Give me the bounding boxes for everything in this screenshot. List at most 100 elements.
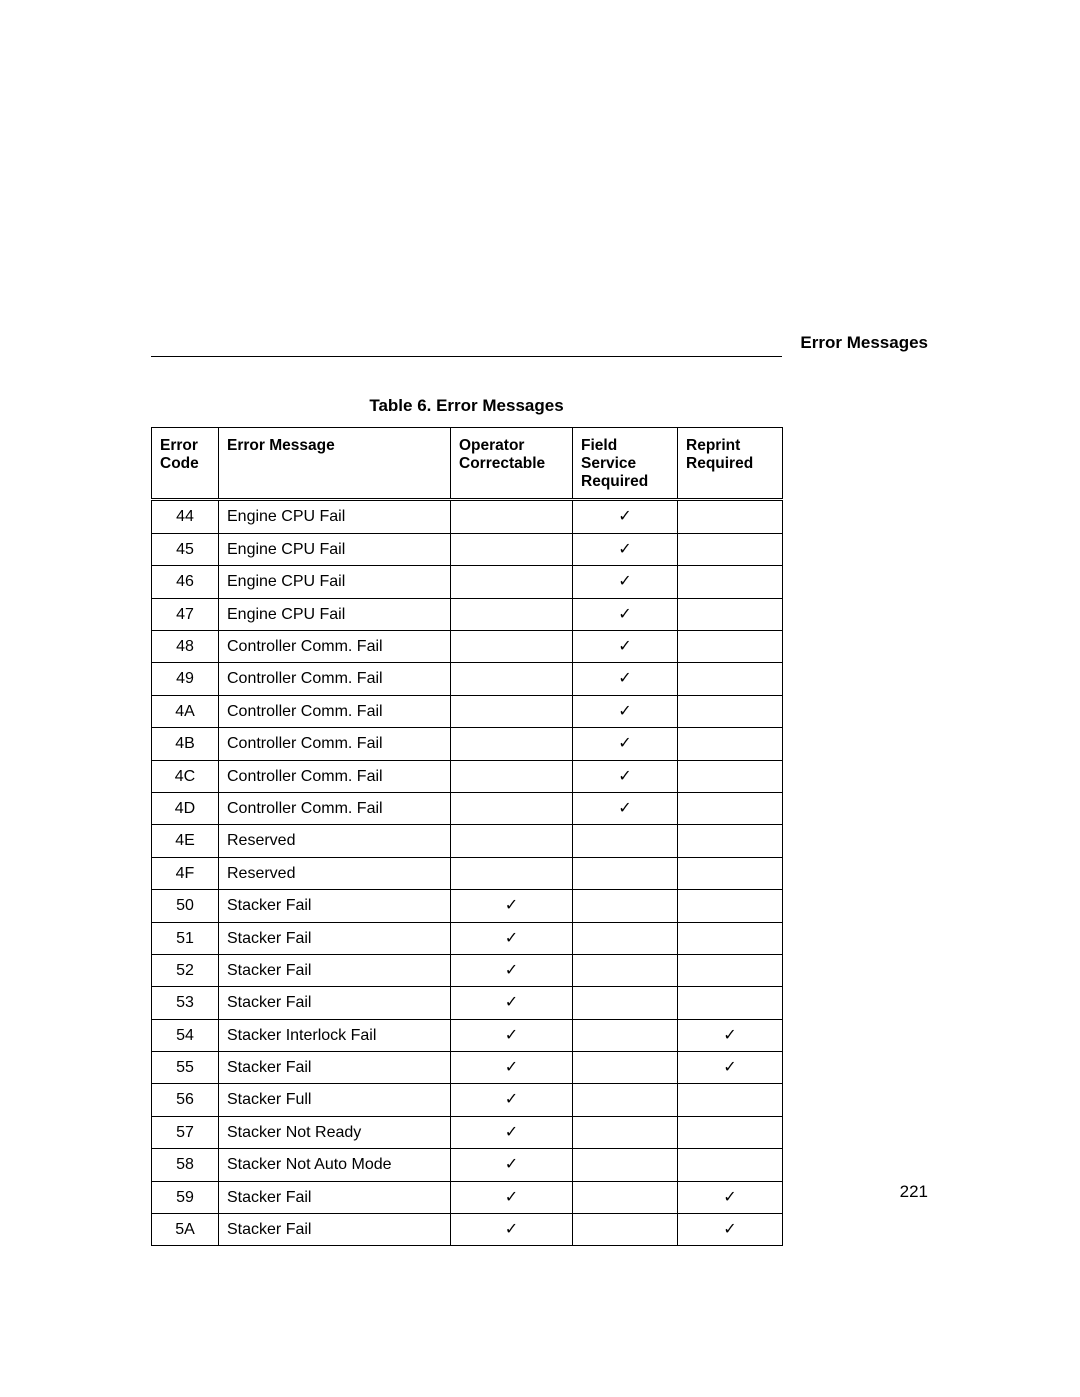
cell-error-code: 46 (152, 566, 219, 598)
error-messages-table-wrap: ErrorCode Error Message OperatorCorrectabl… (151, 427, 782, 1246)
cell-rr (678, 728, 783, 760)
cell-error-message: Reserved (219, 857, 451, 889)
cell-op: ✓ (451, 1019, 573, 1051)
cell-op: ✓ (451, 1116, 573, 1148)
cell-error-message: Stacker Not Auto Mode (219, 1149, 451, 1181)
column-header-text: Required (581, 473, 648, 490)
cell-op: ✓ (451, 987, 573, 1019)
cell-fsr: ✓ (573, 728, 678, 760)
table-row: 55Stacker Fail✓✓ (152, 1052, 783, 1084)
cell-error-code: 5A (152, 1214, 219, 1246)
cell-fsr (573, 954, 678, 986)
cell-fsr: ✓ (573, 533, 678, 565)
cell-op (451, 825, 573, 857)
cell-error-message: Stacker Fail (219, 1052, 451, 1084)
running-head: Error Messages (800, 333, 928, 353)
table-row: 4DController Comm. Fail✓ (152, 792, 783, 824)
document-page: Error Messages Table 6. Error Messages E… (0, 0, 1080, 1397)
cell-fsr (573, 987, 678, 1019)
cell-op (451, 695, 573, 727)
cell-error-message: Reserved (219, 825, 451, 857)
cell-error-message: Stacker Fail (219, 954, 451, 986)
table-row: 50Stacker Fail✓ (152, 890, 783, 922)
cell-error-message: Stacker Full (219, 1084, 451, 1116)
cell-error-message: Engine CPU Fail (219, 598, 451, 630)
cell-error-code: 48 (152, 631, 219, 663)
table-row: 46Engine CPU Fail✓ (152, 566, 783, 598)
cell-error-code: 49 (152, 663, 219, 695)
cell-error-code: 47 (152, 598, 219, 630)
cell-rr (678, 533, 783, 565)
cell-error-code: 52 (152, 954, 219, 986)
cell-rr (678, 1149, 783, 1181)
cell-rr: ✓ (678, 1052, 783, 1084)
table-row: 57Stacker Not Ready✓ (152, 1116, 783, 1148)
column-header-text: Correctable (459, 455, 545, 472)
cell-fsr (573, 1052, 678, 1084)
cell-rr (678, 987, 783, 1019)
cell-fsr (573, 1116, 678, 1148)
cell-fsr: ✓ (573, 566, 678, 598)
cell-rr (678, 598, 783, 630)
table-row: 4BController Comm. Fail✓ (152, 728, 783, 760)
cell-error-message: Stacker Fail (219, 1181, 451, 1213)
cell-op: ✓ (451, 1214, 573, 1246)
table-body: 44Engine CPU Fail✓45Engine CPU Fail✓46En… (152, 500, 783, 1246)
cell-error-message: Stacker Fail (219, 987, 451, 1019)
cell-fsr: ✓ (573, 663, 678, 695)
column-header-text: Error (160, 437, 198, 454)
cell-rr (678, 566, 783, 598)
table-row: 51Stacker Fail✓ (152, 922, 783, 954)
cell-op (451, 533, 573, 565)
cell-rr (678, 825, 783, 857)
cell-error-code: 45 (152, 533, 219, 565)
cell-error-message: Engine CPU Fail (219, 500, 451, 533)
cell-error-message: Engine CPU Fail (219, 533, 451, 565)
cell-rr (678, 954, 783, 986)
cell-rr (678, 792, 783, 824)
cell-rr (678, 695, 783, 727)
cell-error-code: 50 (152, 890, 219, 922)
cell-op: ✓ (451, 922, 573, 954)
cell-error-message: Controller Comm. Fail (219, 792, 451, 824)
cell-error-code: 4B (152, 728, 219, 760)
table-row: 47Engine CPU Fail ✓ (152, 598, 783, 630)
table-header: ErrorCode Error Message OperatorCorrectabl… (152, 428, 783, 500)
table-caption: Table 6. Error Messages (151, 396, 782, 416)
cell-op: ✓ (451, 1149, 573, 1181)
table-row: 4EReserved (152, 825, 783, 857)
cell-error-message: Stacker Not Ready (219, 1116, 451, 1148)
cell-op (451, 857, 573, 889)
cell-error-message: Stacker Fail (219, 890, 451, 922)
table-row: 59Stacker Fail✓✓ (152, 1181, 783, 1213)
cell-error-code: 4D (152, 792, 219, 824)
column-header-text: Reprint (686, 437, 740, 454)
cell-fsr: ✓ (573, 598, 678, 630)
cell-fsr (573, 1214, 678, 1246)
cell-error-code: 56 (152, 1084, 219, 1116)
cell-rr (678, 922, 783, 954)
cell-op (451, 663, 573, 695)
column-header-text: Field (581, 437, 617, 454)
cell-op (451, 728, 573, 760)
cell-rr (678, 890, 783, 922)
cell-fsr: ✓ (573, 631, 678, 663)
cell-op: ✓ (451, 1181, 573, 1213)
cell-error-code: 4F (152, 857, 219, 889)
table-row: 53Stacker Fail✓ (152, 987, 783, 1019)
column-header-text: Code (160, 455, 199, 472)
column-header-text: Operator (459, 437, 524, 454)
cell-rr (678, 1116, 783, 1148)
column-header-text: Error Message (227, 437, 335, 454)
cell-error-code: 58 (152, 1149, 219, 1181)
cell-op (451, 760, 573, 792)
column-header-fsr: FieldServiceRequired (573, 428, 678, 500)
table-row: 5AStacker Fail✓✓ (152, 1214, 783, 1246)
cell-error-message: Controller Comm. Fail (219, 760, 451, 792)
cell-rr (678, 857, 783, 889)
table-row: 54Stacker Interlock Fail✓✓ (152, 1019, 783, 1051)
cell-op (451, 566, 573, 598)
cell-op (451, 792, 573, 824)
table-row: 56Stacker Full✓ (152, 1084, 783, 1116)
cell-fsr (573, 1181, 678, 1213)
